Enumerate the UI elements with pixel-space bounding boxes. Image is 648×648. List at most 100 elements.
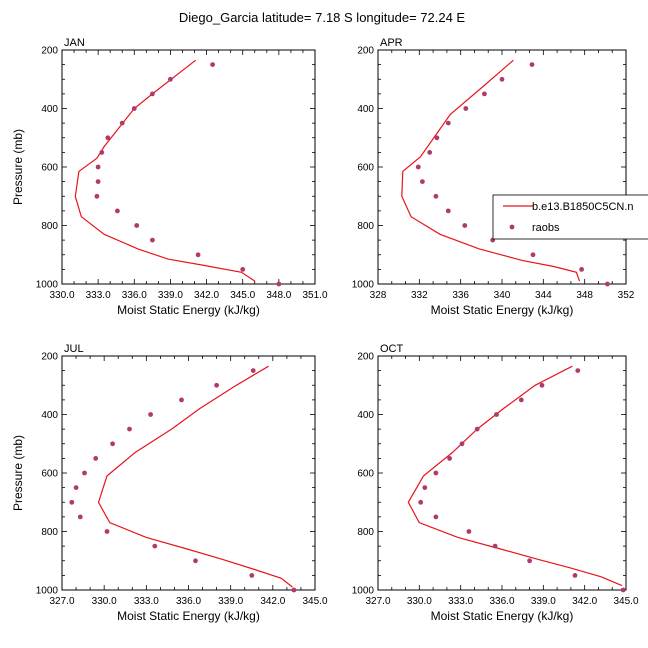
obs-point [445,120,451,126]
obs-point [131,106,137,111]
figure-title: Diego_Garcia latitude= 7.18 S longitude=… [179,10,466,25]
x-tick-label: 339.0 [218,596,243,607]
x-tick-label: 330.0 [407,596,432,607]
x-tick-label: 345.0 [230,290,255,301]
y-tick-label: 800 [357,527,374,538]
obs-point [433,514,439,520]
x-tick-label: 327.0 [365,596,390,607]
obs-point [462,223,468,228]
obs-point [73,485,79,490]
x-tick-label: 348.0 [266,290,291,301]
panels: JAN 330.0 333.0 336.0 339.0 342.0 345.0 348.0 35… [11,37,639,623]
legend-marker-swatch [509,224,515,230]
obs-point [474,426,480,432]
obs-point [77,514,83,520]
x-tick-label: 345.0 [613,596,638,607]
obs-point [150,237,155,243]
y-tick-label: 800 [41,221,58,232]
x-tick-label: 342.0 [194,290,219,301]
obs-point [492,543,498,549]
x-tick-label: 345.0 [302,596,327,607]
x-axis-title: Moist Static Energy (kJ/kg) [431,303,574,317]
x-tick-label: 336.0 [489,596,514,607]
obs-point [150,91,155,97]
y-tick-label: 600 [357,469,374,480]
obs-point [447,456,452,461]
x-tick-label: 327.0 [49,596,74,607]
plot-frame [61,355,316,591]
y-tick-label: 400 [357,104,374,115]
y-tick-label: 200 [357,352,374,363]
obs-point [579,267,584,272]
obs-point [168,76,173,82]
legend: b.e13.B1850C5CN.n raobs [492,194,648,240]
y-tick-label: 400 [41,410,58,421]
obs-point [250,368,256,373]
obs-point [94,193,100,199]
obs-point [527,558,532,564]
legend-box [492,194,648,240]
series-line-model [97,365,293,588]
panel-apr: APR 328 332 336 340 344 348 352 200 400 600 800 1000… [352,37,635,317]
x-tick-label: 344 [535,290,552,301]
obs-point [82,470,87,476]
x-tick-label: 336 [452,290,469,301]
y-tick-label: 200 [357,46,374,57]
obs-point [93,456,99,461]
x-tick-label: 340 [494,290,511,301]
obs-point [427,150,433,155]
obs-point [148,412,154,417]
x-tick-label: 339.0 [158,290,183,301]
obs-point [433,470,439,476]
y-axis-title: Pressure (mb) [11,129,25,205]
panel-label: OCT [380,343,404,355]
x-tick-label: 348 [576,290,593,301]
obs-point [99,150,105,155]
y-tick-label: 1000 [36,280,59,291]
y-tick-label: 1000 [352,586,375,597]
obs-point [105,135,111,141]
y-tick-label: 400 [41,104,58,115]
obs-point [620,587,626,593]
panel-oct: OCT 327.0 330.0 333.0 336.0 339.0 342.0 345.0 20… [352,343,639,623]
obs-point [459,441,465,447]
plot-frame [377,355,627,591]
obs-point [179,397,184,403]
x-tick-label: 332 [411,290,428,301]
obs-point [415,164,421,170]
x-tick-label: 336.0 [122,290,147,301]
obs-point [499,76,505,82]
x-tick-label: 336.0 [176,596,201,607]
series-line-model [407,365,623,587]
x-tick-label: 333.0 [448,596,473,607]
panel-jan: JAN 330.0 333.0 336.0 339.0 342.0 345.0 348.0 35… [11,37,328,317]
x-tick-label: 352 [618,290,635,301]
y-tick-label: 600 [41,163,58,174]
obs-point [240,267,246,272]
obs-point [291,587,297,593]
obs-point [433,193,439,199]
obs-point [463,106,469,111]
obs-point [420,179,425,185]
obs-point [276,281,282,287]
obs-point [152,543,158,549]
obs-point [115,208,120,214]
obs-point [95,164,101,170]
series-line-model [74,59,256,282]
obs-point [539,382,545,388]
obs-point [572,573,578,578]
x-tick-label: 333.0 [134,596,159,607]
y-tick-label: 800 [41,527,58,538]
x-tick-label: 333.0 [86,290,111,301]
x-tick-label: 339.0 [531,596,556,607]
panel-label: JUL [64,343,84,355]
x-tick-label: 351.0 [302,290,327,301]
obs-point [482,91,487,97]
y-axis-title: Pressure (mb) [11,435,25,511]
obs-point [494,412,499,417]
y-tick-label: 200 [41,46,58,57]
obs-point [104,529,110,534]
obs-point [214,382,220,388]
obs-point [418,499,424,505]
